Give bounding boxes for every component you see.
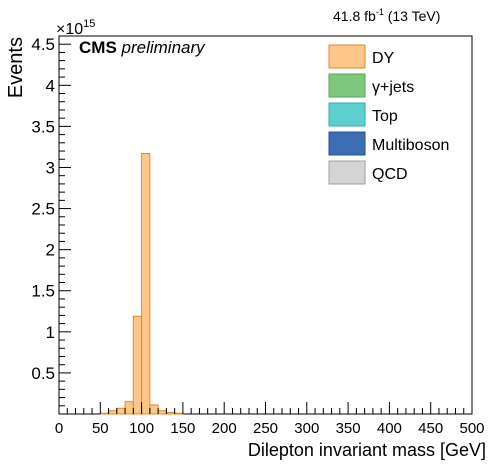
bar-dy-100 (141, 153, 151, 415)
legend-label-3: Multiboson (372, 137, 449, 154)
x-tick-label: 200 (212, 420, 237, 437)
bar-dy-80 (124, 401, 134, 415)
x-tick-label: 500 (459, 420, 484, 437)
x-tick-label: 150 (170, 420, 195, 437)
legend-swatch-2 (328, 102, 366, 127)
lumi-exponent: -1 (376, 7, 384, 17)
bar-dy-110 (149, 404, 159, 415)
x-axis-ticks: 0 50 100 150 200 250 300 350 400 450 500 (55, 402, 485, 437)
status-label: preliminary (121, 38, 207, 57)
y-axis-ticks: 0.5 1 1.5 2 2.5 3 3.5 4 4.5 (31, 35, 71, 407)
y-tick-label: 2.5 (31, 200, 55, 219)
bar-dy-140 (174, 412, 184, 415)
y-exponent-power: 15 (83, 18, 95, 30)
bar-dy-90 (132, 315, 143, 415)
y-axis-label: Events (5, 37, 27, 98)
bar-dy-130 (165, 411, 176, 415)
y-tick-label: 4.5 (31, 35, 55, 54)
x-axis-label: Dilepton invariant mass [GeV] (248, 440, 486, 460)
legend-swatch-1 (328, 73, 366, 98)
legend-label-1: γ+jets (372, 79, 414, 96)
x-tick-label: 450 (418, 420, 443, 437)
bar-dy-50 (99, 412, 110, 415)
bar-dy-60 (108, 410, 118, 415)
y-axis-exponent: ×1015 (56, 18, 95, 38)
lumi-value: 41.8 fb (333, 8, 376, 24)
y-tick-label: 3 (46, 158, 55, 177)
legend: DY γ+jets Top Multiboson QCD (328, 44, 449, 185)
x-tick-label: 250 (253, 420, 278, 437)
legend-label-0: DY (372, 50, 395, 67)
cms-label: CMS (79, 38, 117, 57)
y-tick-label: 3.5 (31, 117, 55, 136)
y-tick-label: 4 (46, 76, 55, 95)
x-tick-label: 50 (92, 420, 109, 437)
experiment-label: CMS preliminary (79, 38, 206, 57)
x-tick-label: 400 (377, 420, 402, 437)
legend-swatch-4 (328, 160, 366, 185)
y-tick-label: 1 (46, 323, 55, 342)
bar-dy-70 (116, 407, 126, 415)
y-tick-label: 0.5 (31, 364, 55, 383)
legend-swatch-3 (328, 131, 366, 156)
x-tick-label: 300 (294, 420, 319, 437)
histogram-bars (99, 153, 184, 415)
y-exponent-base: ×10 (56, 21, 83, 38)
x-tick-label: 0 (55, 420, 63, 437)
legend-label-4: QCD (372, 166, 408, 183)
y-tick-label: 1.5 (31, 282, 55, 301)
x-tick-label: 350 (336, 420, 361, 437)
x-tick-label: 100 (129, 420, 154, 437)
lumi-label: 41.8 fb-1 (13 TeV) (333, 7, 440, 24)
y-tick-label: 2 (46, 241, 55, 260)
lumi-energy: (13 TeV) (384, 8, 441, 24)
legend-label-2: Top (372, 108, 398, 125)
legend-swatch-0 (328, 44, 366, 69)
bar-dy-120 (157, 410, 167, 415)
